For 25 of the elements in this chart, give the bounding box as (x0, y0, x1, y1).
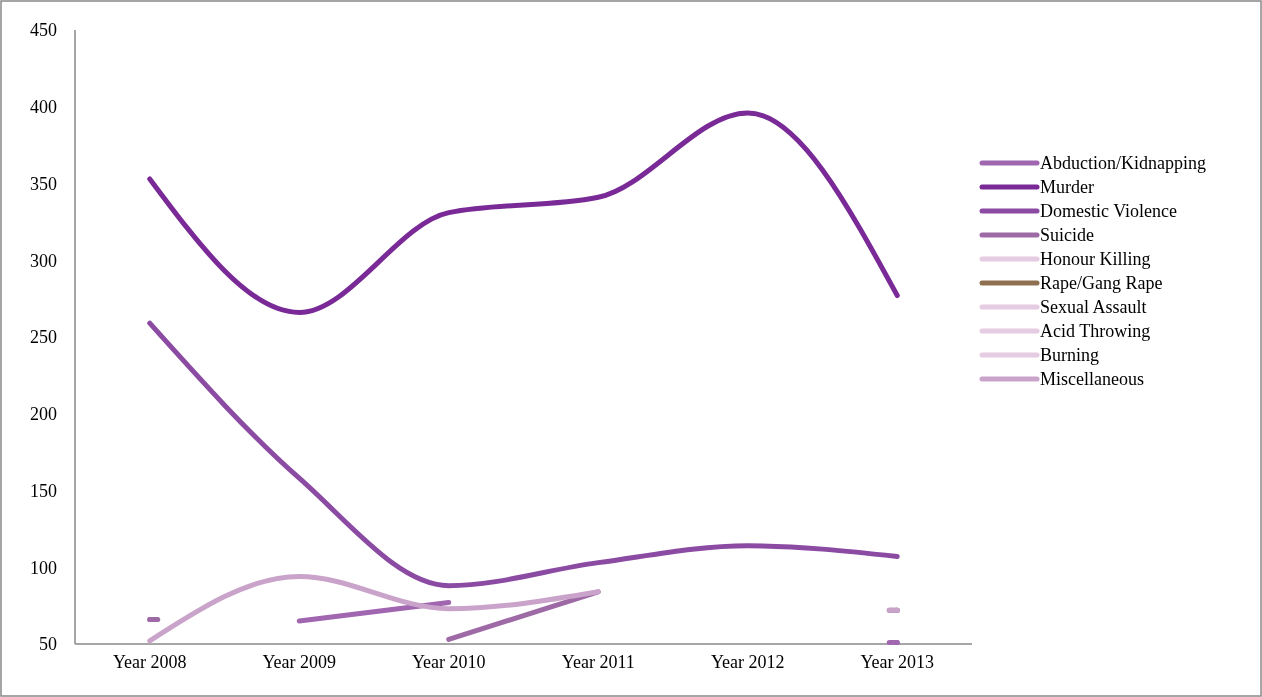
y-tick-label: 350 (30, 173, 57, 194)
legend-label: Honour Killing (1040, 249, 1151, 270)
legend-label: Miscellaneous (1040, 369, 1144, 390)
y-tick-label: 250 (30, 327, 57, 348)
x-tick-label: Year 2009 (262, 652, 337, 672)
x-tick-label: Year 2010 (411, 652, 486, 672)
x-tick-label: Year 2008 (112, 652, 187, 672)
legend-label: Sexual Assault (1040, 297, 1147, 318)
legend-label: Domestic Violence (1040, 201, 1178, 222)
x-tick-label: Year 2012 (710, 652, 785, 672)
y-tick-label: 50 (39, 634, 57, 655)
y-tick-label: 100 (30, 557, 57, 578)
y-tick-label: 200 (30, 404, 57, 425)
legend-label: Burning (1040, 345, 1100, 366)
y-tick-label: 400 (30, 97, 57, 118)
x-tick-label: Year 2013 (860, 652, 935, 672)
legend-label: Acid Throwing (1040, 321, 1151, 342)
legend-label: Abduction/Kidnapping (1040, 153, 1206, 174)
y-tick-label: 150 (30, 480, 57, 501)
legend-label: Murder (1040, 177, 1094, 198)
legend-label: Suicide (1040, 225, 1094, 246)
legend-label: Rape/Gang Rape (1040, 273, 1163, 294)
y-tick-label: 450 (30, 20, 57, 41)
y-tick-label: 300 (30, 250, 57, 271)
x-tick-label: Year 2011 (561, 652, 635, 672)
